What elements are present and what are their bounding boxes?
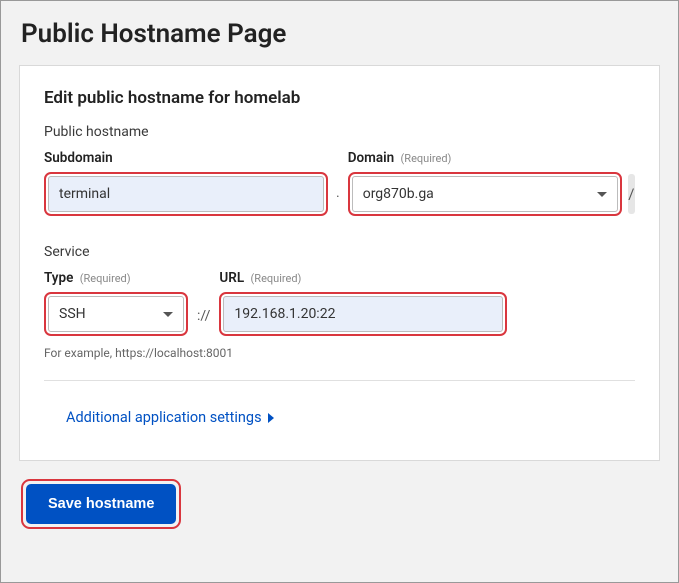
domain-highlight: org870b.ga	[348, 172, 622, 216]
chevron-down-icon	[163, 312, 173, 317]
chevron-down-icon	[597, 192, 607, 197]
domain-label-text: Domain	[348, 150, 394, 166]
dot-separator: .	[334, 180, 342, 216]
service-row: Type (Required) SSH :// URL (Required) 1…	[44, 270, 635, 336]
subdomain-input[interactable]: terminal	[48, 176, 324, 212]
domain-required: (Required)	[401, 152, 452, 165]
additional-settings-toggle[interactable]: Additional application settings	[44, 399, 635, 442]
url-field: URL (Required) 192.168.1.20:22	[219, 270, 507, 336]
type-field: Type (Required) SSH	[44, 270, 188, 336]
type-highlight: SSH	[44, 292, 188, 336]
hostname-section-label: Public hostname	[44, 124, 635, 140]
protocol-separator: ://	[194, 296, 213, 336]
type-required: (Required)	[80, 272, 131, 285]
footer: Save hostname	[1, 461, 678, 547]
save-highlight: Save hostname	[21, 479, 181, 529]
url-label: URL (Required)	[219, 270, 507, 286]
url-label-text: URL	[219, 270, 244, 286]
url-highlight: 192.168.1.20:22	[219, 292, 507, 336]
page-title: Public Hostname Page	[1, 1, 678, 65]
type-label: Type (Required)	[44, 270, 188, 286]
domain-value: org870b.ga	[363, 186, 434, 202]
domain-label: Domain (Required)	[348, 150, 622, 166]
hostname-row: Subdomain terminal . Domain (Required) o…	[44, 150, 635, 216]
additional-settings-label: Additional application settings	[66, 409, 262, 426]
url-hint: For example, https://localhost:8001	[44, 346, 635, 360]
divider	[44, 380, 635, 381]
chevron-right-icon	[268, 413, 274, 423]
subdomain-highlight: terminal	[44, 172, 328, 216]
domain-field: Domain (Required) org870b.ga	[348, 150, 622, 216]
type-select[interactable]: SSH	[48, 296, 184, 332]
service-section-label: Service	[44, 244, 635, 260]
hostname-card: Edit public hostname for homelab Public …	[19, 65, 660, 461]
url-input[interactable]: 192.168.1.20:22	[223, 296, 503, 332]
path-separator: /	[628, 174, 635, 214]
type-value: SSH	[59, 306, 86, 322]
url-required: (Required)	[251, 272, 302, 285]
card-title: Edit public hostname for homelab	[44, 88, 635, 108]
subdomain-label: Subdomain	[44, 150, 328, 166]
type-label-text: Type	[44, 270, 73, 286]
subdomain-field: Subdomain terminal	[44, 150, 328, 216]
save-button[interactable]: Save hostname	[26, 484, 176, 524]
domain-select[interactable]: org870b.ga	[352, 176, 618, 212]
